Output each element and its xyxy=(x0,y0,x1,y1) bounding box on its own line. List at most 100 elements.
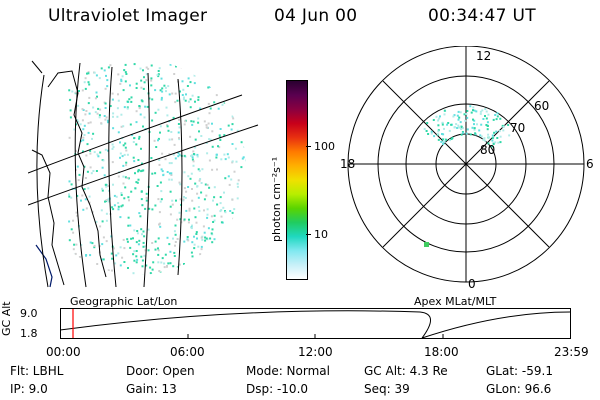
emission-dot xyxy=(191,63,194,66)
emission-dot xyxy=(88,83,91,86)
polar-dot xyxy=(446,123,449,126)
emission-dot xyxy=(139,215,142,218)
polar-dot xyxy=(465,113,468,115)
emission-dot xyxy=(151,98,154,101)
polar-dot xyxy=(435,115,438,118)
emission-dot xyxy=(74,255,77,258)
mlt-label-18: 18 xyxy=(340,157,355,171)
emission-dot xyxy=(233,170,236,173)
emission-dot xyxy=(157,70,160,72)
emission-dot xyxy=(130,100,133,103)
geographic-image xyxy=(28,60,259,288)
emission-dot xyxy=(182,198,185,201)
emission-dot xyxy=(178,118,180,121)
emission-dot xyxy=(84,77,87,80)
emission-dot xyxy=(189,135,192,138)
emission-dot xyxy=(200,278,202,280)
emission-dot xyxy=(112,146,115,149)
emission-dot xyxy=(80,243,83,246)
mlt-label-6: 6 xyxy=(586,157,594,171)
emission-dot xyxy=(156,185,159,187)
polar-dot xyxy=(447,122,450,124)
emission-dot xyxy=(142,125,144,128)
emission-dot xyxy=(174,244,176,247)
emission-dot xyxy=(173,73,176,75)
polar-dot xyxy=(456,127,459,129)
emission-dot xyxy=(193,82,196,85)
emission-dot xyxy=(160,168,163,171)
polar-dot xyxy=(457,126,460,129)
polar-dot xyxy=(487,133,490,136)
emission-dot xyxy=(170,174,173,176)
emission-dot xyxy=(127,224,130,227)
emission-dot xyxy=(69,116,72,119)
emission-dot xyxy=(204,239,207,242)
emission-dot xyxy=(169,213,172,216)
polar-dot xyxy=(466,110,469,112)
polar-dot xyxy=(448,129,451,132)
emission-dot xyxy=(166,236,169,239)
emission-dot xyxy=(195,64,198,67)
emission-dot xyxy=(219,139,222,141)
emission-dot xyxy=(197,117,200,120)
emission-dot xyxy=(210,215,213,218)
emission-dot xyxy=(172,237,174,240)
emission-dot xyxy=(148,97,151,100)
emission-dot xyxy=(223,98,226,100)
emission-dot xyxy=(240,68,243,71)
emission-dot xyxy=(200,135,203,137)
tick-line xyxy=(31,60,43,74)
emission-dot xyxy=(123,106,126,109)
emission-dot xyxy=(104,102,107,105)
emission-dot xyxy=(130,190,133,193)
emission-dot xyxy=(166,125,169,128)
emission-dot xyxy=(86,143,89,146)
emission-dot xyxy=(189,106,192,109)
emission-dot xyxy=(86,72,88,75)
emission-dot xyxy=(212,221,215,223)
emission-dot xyxy=(142,241,145,244)
emission-dot xyxy=(216,262,219,265)
polar-dot xyxy=(464,119,467,122)
emission-dot xyxy=(166,114,169,117)
emission-dot xyxy=(223,153,226,156)
emission-dot xyxy=(88,96,91,99)
polar-dot xyxy=(498,130,501,133)
emission-dot xyxy=(159,225,162,228)
polar-dot xyxy=(479,110,482,113)
emission-dot xyxy=(160,77,163,80)
emission-dot xyxy=(231,115,234,118)
emission-dot xyxy=(247,125,249,127)
polar-dot xyxy=(437,138,440,141)
mlt-label-0: 0 xyxy=(468,277,476,291)
emission-dot xyxy=(160,190,163,193)
meridian-line xyxy=(143,72,150,288)
emission-dot xyxy=(157,253,160,256)
emission-dot xyxy=(93,244,96,247)
emission-dot xyxy=(135,261,138,264)
emission-dot xyxy=(129,246,132,249)
emission-dot xyxy=(201,74,204,77)
emission-dot xyxy=(107,66,110,69)
emission-dot xyxy=(229,102,231,105)
emission-dot xyxy=(183,263,185,265)
emission-dot xyxy=(190,227,193,230)
polar-dot xyxy=(492,118,495,121)
emission-dot xyxy=(213,101,216,104)
emission-dot xyxy=(185,93,187,96)
emission-dot xyxy=(87,102,90,105)
polar-dot xyxy=(495,118,498,121)
emission-dot xyxy=(73,128,76,131)
emission-dot xyxy=(104,148,107,151)
emission-dot xyxy=(227,254,230,257)
emission-dot xyxy=(169,63,172,66)
emission-dot xyxy=(247,179,249,181)
emission-dot xyxy=(208,86,211,88)
emission-dot xyxy=(135,82,138,85)
timeline-tick-label: 12:00 xyxy=(298,345,333,359)
emission-dot xyxy=(107,200,110,203)
emission-dot xyxy=(198,179,201,182)
emission-dot xyxy=(211,241,214,244)
emission-dot xyxy=(171,203,174,206)
polar-dot xyxy=(438,117,441,120)
